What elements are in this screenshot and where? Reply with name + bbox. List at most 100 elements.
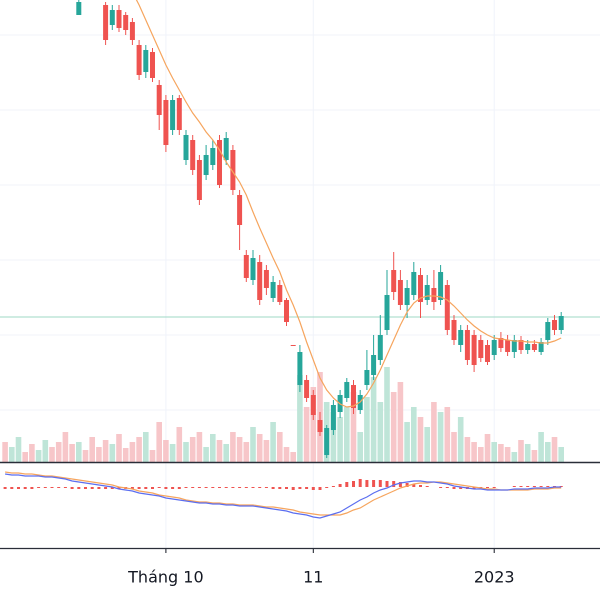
volume-bar bbox=[82, 450, 89, 462]
candle-body bbox=[471, 335, 477, 365]
candle-body bbox=[270, 282, 276, 298]
macd-histogram bbox=[298, 487, 302, 489]
volume-bar bbox=[129, 442, 136, 462]
candle-body bbox=[545, 322, 551, 340]
candle-body bbox=[451, 320, 457, 340]
volume-bar bbox=[2, 442, 8, 462]
macd-histogram bbox=[325, 487, 329, 488]
candle-body bbox=[284, 300, 289, 322]
volume-bar bbox=[531, 450, 538, 462]
macd-histogram bbox=[412, 484, 416, 487]
macd-histogram bbox=[231, 487, 235, 488]
macd-histogram bbox=[305, 487, 309, 489]
volume-bar bbox=[143, 432, 149, 462]
candle-body bbox=[304, 380, 310, 398]
volume-bar bbox=[357, 432, 363, 462]
candle-body bbox=[310, 395, 316, 415]
volume-bar bbox=[471, 442, 477, 462]
macd-histogram bbox=[211, 487, 215, 488]
macd-histogram bbox=[392, 481, 396, 487]
candle-body bbox=[525, 344, 531, 350]
macd-histogram bbox=[137, 487, 141, 489]
volume-bar bbox=[370, 377, 377, 462]
macd-histogram bbox=[271, 487, 275, 489]
candle-body bbox=[210, 148, 216, 165]
macd-histogram bbox=[318, 487, 322, 490]
macd-histogram bbox=[378, 480, 382, 487]
volume-bar bbox=[196, 432, 203, 462]
candle-body bbox=[156, 85, 162, 115]
macd-histogram bbox=[164, 487, 168, 489]
macd-histogram bbox=[459, 487, 463, 489]
candle-body bbox=[505, 340, 511, 352]
volume-bar bbox=[283, 447, 290, 462]
candle-body bbox=[324, 428, 330, 455]
volume-bar bbox=[558, 447, 564, 462]
volume-bar bbox=[390, 392, 397, 462]
volume-bar bbox=[350, 392, 357, 462]
macd-histogram bbox=[23, 487, 27, 489]
volume-bar bbox=[290, 452, 296, 462]
candle-body bbox=[183, 135, 189, 160]
candle-body bbox=[257, 262, 263, 300]
candle-body bbox=[478, 340, 484, 358]
macd-histogram bbox=[472, 487, 476, 489]
volume-bar bbox=[524, 444, 531, 462]
macd-histogram bbox=[526, 486, 530, 487]
candle-body bbox=[444, 285, 450, 330]
macd-histogram bbox=[291, 487, 295, 490]
macd-histogram bbox=[385, 481, 389, 487]
volume-bar bbox=[203, 447, 209, 462]
volume-bar bbox=[491, 442, 497, 462]
volume-bar bbox=[397, 382, 404, 462]
candle-body bbox=[170, 100, 176, 130]
macd-histogram bbox=[358, 479, 362, 487]
candle-body bbox=[317, 420, 323, 432]
candle-body bbox=[76, 2, 82, 15]
macd-histogram bbox=[532, 486, 536, 487]
volume-bar bbox=[89, 437, 95, 462]
macd-histogram bbox=[110, 487, 114, 489]
macd-histogram bbox=[3, 487, 7, 489]
candle-body bbox=[250, 258, 256, 280]
volume-bar bbox=[444, 407, 451, 462]
x-tick-label: 11 bbox=[303, 568, 323, 587]
volume-bar bbox=[189, 437, 196, 462]
candle-body bbox=[136, 45, 142, 75]
candle-body bbox=[558, 316, 564, 330]
volume-bar bbox=[270, 422, 276, 462]
volume-bar bbox=[538, 432, 544, 462]
volume-bar bbox=[424, 427, 430, 462]
macd-histogram bbox=[63, 487, 67, 488]
volume-bar bbox=[498, 444, 504, 462]
candle-body bbox=[351, 385, 356, 408]
macd-histogram bbox=[258, 487, 262, 488]
macd-histogram bbox=[251, 487, 255, 488]
macd-histogram bbox=[311, 487, 315, 490]
candle-body bbox=[371, 355, 377, 375]
macd-line bbox=[5, 473, 562, 519]
candle-body bbox=[518, 340, 524, 350]
macd-histogram bbox=[512, 486, 516, 487]
candle-body bbox=[438, 272, 444, 300]
candle-body bbox=[143, 50, 149, 72]
macd-histogram bbox=[345, 482, 349, 487]
volume-bar bbox=[344, 407, 350, 462]
macd-histogram bbox=[17, 487, 20, 489]
macd-histogram bbox=[238, 487, 242, 488]
volume-bar bbox=[69, 444, 75, 462]
volume-bar bbox=[183, 442, 189, 462]
macd-pane bbox=[3, 471, 563, 519]
volume-bar bbox=[62, 432, 69, 462]
candle-body bbox=[116, 10, 122, 28]
macd-histogram bbox=[264, 487, 268, 488]
candle-body bbox=[230, 150, 236, 190]
macd-histogram bbox=[144, 487, 148, 489]
volume-bar bbox=[55, 442, 62, 462]
candle-body bbox=[123, 15, 129, 30]
macd-histogram bbox=[43, 487, 47, 488]
volume-bar bbox=[437, 412, 444, 462]
candle-body bbox=[263, 270, 269, 288]
macd-histogram bbox=[338, 484, 342, 487]
